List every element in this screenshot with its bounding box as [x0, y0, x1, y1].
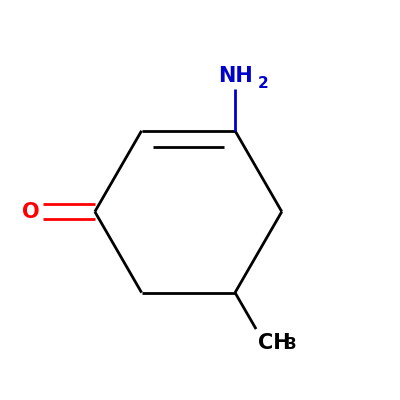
Text: CH: CH — [258, 333, 291, 353]
Text: 2: 2 — [258, 76, 268, 91]
Text: NH: NH — [218, 66, 252, 86]
Text: O: O — [22, 202, 40, 222]
Text: 3: 3 — [286, 338, 296, 352]
